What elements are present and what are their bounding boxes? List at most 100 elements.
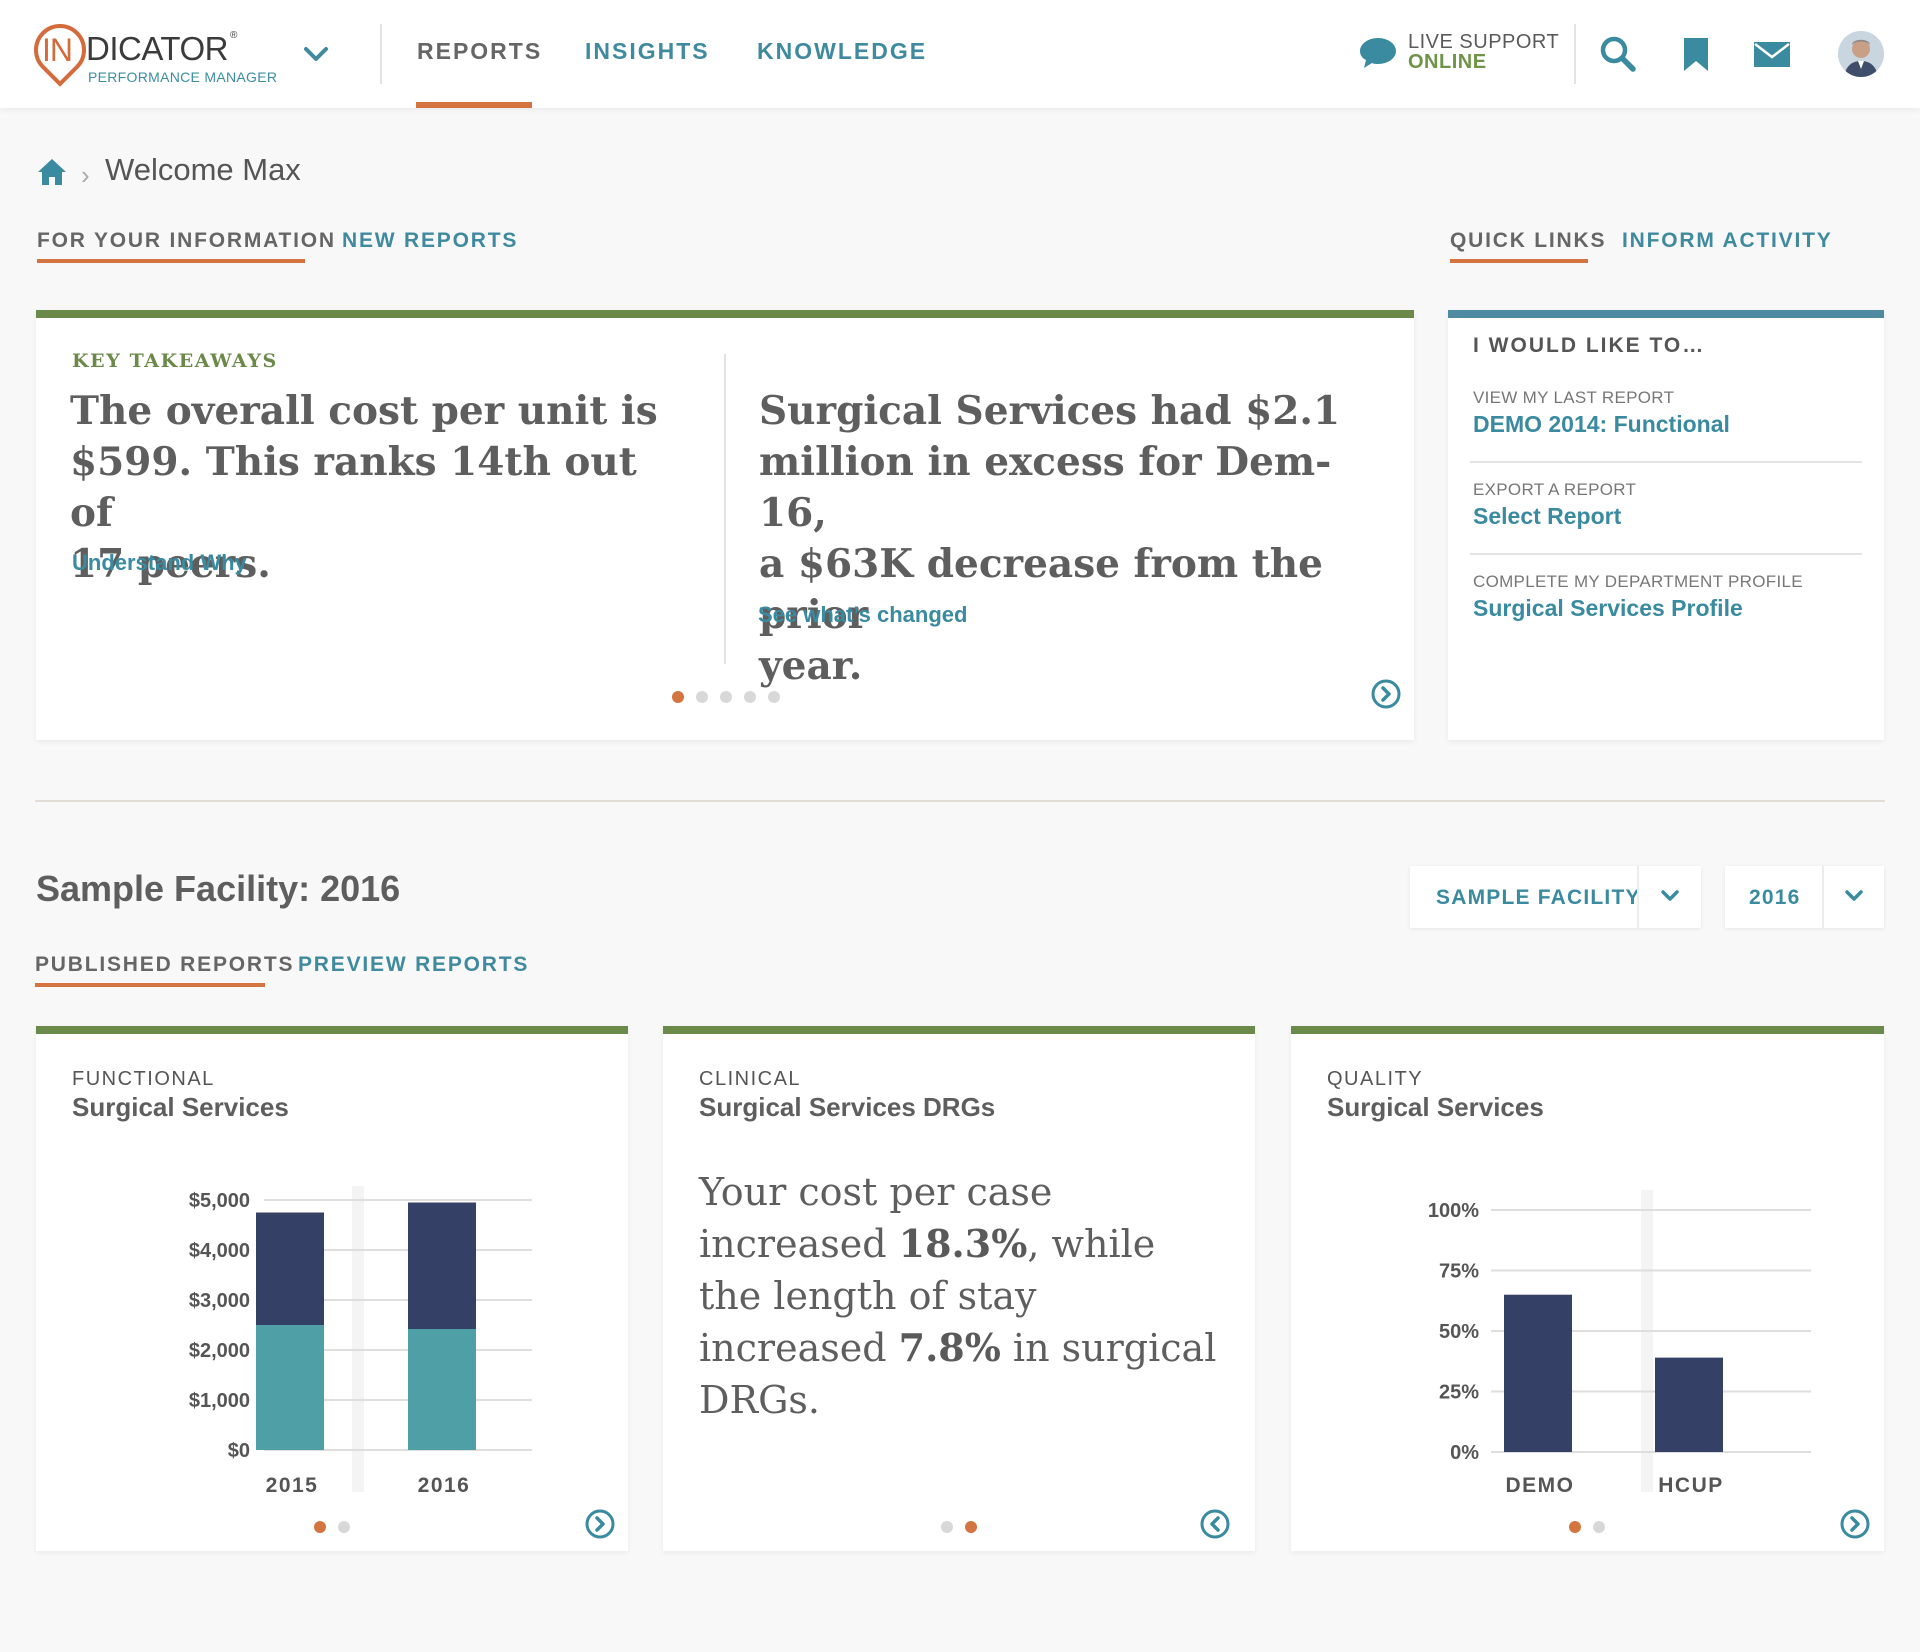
- report-category: FUNCTIONAL: [72, 1068, 215, 1090]
- next-arrow-icon[interactable]: [1839, 1508, 1871, 1540]
- carousel-dot[interactable]: [672, 691, 684, 703]
- carousel-dot[interactable]: [965, 1521, 977, 1533]
- top-bar: IN DICATOR ® PERFORMANCE MANAGER REPORTS …: [0, 0, 1920, 108]
- tab-preview-reports[interactable]: PREVIEW REPORTS: [298, 953, 530, 976]
- chat-icon[interactable]: [1358, 36, 1398, 70]
- carousel-dot[interactable]: [1593, 1521, 1605, 1533]
- year-select[interactable]: 2016: [1725, 866, 1884, 928]
- tab-inform-activity[interactable]: INFORM ACTIVITY: [1622, 229, 1833, 252]
- x-tick-label: DEMO: [1506, 1474, 1575, 1497]
- carousel-dot[interactable]: [768, 691, 780, 703]
- carousel-dot[interactable]: [1569, 1521, 1581, 1533]
- carousel-dots: [941, 1520, 989, 1534]
- quick-link-label: COMPLETE MY DEPARTMENT PROFILE: [1473, 572, 1803, 591]
- card-accent-bar: [36, 1026, 628, 1034]
- quick-link-label: VIEW MY LAST REPORT: [1473, 388, 1675, 407]
- header-divider: [1574, 24, 1576, 84]
- clinical-summary-text: Your cost per case increased 18.3%, whil…: [699, 1170, 1217, 1422]
- breadcrumb-separator-icon: ›: [81, 160, 90, 190]
- tab-new-reports[interactable]: NEW REPORTS: [342, 229, 519, 252]
- nav-reports[interactable]: REPORTS: [417, 38, 543, 64]
- carousel-dots: [672, 690, 792, 704]
- takeaway-divider: [724, 354, 726, 664]
- quality-bar-chart: 100% 75% 50% 25% 0% DEMO HCUP: [1428, 1190, 1811, 1497]
- report-title: Surgical Services: [72, 1092, 289, 1122]
- y-tick-label: 100%: [1428, 1200, 1479, 1222]
- carousel-dot[interactable]: [338, 1521, 350, 1533]
- key-takeaways-label: KEY TAKEAWAYS: [72, 350, 278, 372]
- next-arrow-icon[interactable]: [584, 1508, 616, 1540]
- carousel-dot[interactable]: [314, 1521, 326, 1533]
- x-tick-label: 2016: [418, 1474, 471, 1497]
- x-tick-label: HCUP: [1658, 1474, 1724, 1497]
- tab-for-your-information[interactable]: FOR YOUR INFORMATION: [37, 229, 336, 252]
- logo-mark: IN: [42, 32, 73, 68]
- chart-column-divider: [1641, 1190, 1653, 1492]
- y-tick-label: 50%: [1439, 1321, 1479, 1343]
- y-tick-label: 75%: [1439, 1261, 1479, 1283]
- home-icon[interactable]: [36, 156, 68, 188]
- divider: [1470, 461, 1862, 463]
- nav-knowledge[interactable]: KNOWLEDGE: [757, 38, 928, 64]
- chevron-down-icon[interactable]: [302, 40, 330, 68]
- card-accent-bar: [36, 310, 1414, 318]
- quick-links-heading: I WOULD LIKE TO…: [1473, 334, 1706, 357]
- user-avatar-icon: [1838, 31, 1884, 77]
- tab-quick-links[interactable]: QUICK LINKS: [1450, 229, 1607, 252]
- mail-icon[interactable]: [1752, 34, 1792, 74]
- facility-select[interactable]: SAMPLE FACILITY: [1410, 866, 1701, 928]
- logo-subtitle: PERFORMANCE MANAGER: [88, 69, 278, 85]
- bar-segment: [256, 1325, 324, 1450]
- nav-insights[interactable]: INSIGHTS: [585, 38, 710, 64]
- understand-why-link[interactable]: Understand Why: [72, 550, 247, 575]
- tab-active-indicator: [35, 983, 265, 987]
- quick-link-select-report[interactable]: Select Report: [1473, 503, 1622, 529]
- select-divider: [1637, 866, 1639, 928]
- y-tick-label: $3,000: [189, 1290, 250, 1312]
- report-card-quality[interactable]: QUALITY Surgical Services 100% 75% 50% 25% 0…: [1291, 1026, 1884, 1551]
- prev-arrow-icon[interactable]: [1199, 1508, 1231, 1540]
- report-card-clinical[interactable]: CLINICAL Surgical Services DRGs Your cos…: [663, 1026, 1255, 1551]
- carousel-dots: [314, 1520, 362, 1534]
- bar: [1504, 1294, 1572, 1452]
- y-tick-label: $0: [228, 1440, 250, 1462]
- chevron-down-icon[interactable]: [1658, 884, 1682, 908]
- avatar[interactable]: [1838, 31, 1884, 77]
- indicator-logo[interactable]: IN DICATOR ® PERFORMANCE MANAGER: [23, 13, 278, 87]
- year-select-value: 2016: [1749, 886, 1801, 909]
- y-tick-label: $1,000: [189, 1390, 250, 1412]
- carousel-dots: [1569, 1520, 1617, 1534]
- carousel-dot[interactable]: [941, 1521, 953, 1533]
- carousel-dot[interactable]: [744, 691, 756, 703]
- bar-segment: [408, 1202, 476, 1329]
- search-icon[interactable]: [1598, 34, 1638, 74]
- bookmark-icon[interactable]: [1676, 34, 1716, 74]
- select-divider: [1822, 866, 1824, 928]
- y-tick-label: $4,000: [189, 1240, 250, 1262]
- next-arrow-icon[interactable]: [1370, 678, 1402, 710]
- bar-segment: [256, 1212, 324, 1325]
- see-whats-changed-link[interactable]: See what’s changed: [758, 602, 968, 627]
- page-title: Welcome Max: [105, 152, 301, 187]
- quick-link-last-report[interactable]: DEMO 2014: Functional: [1473, 411, 1730, 437]
- takeaway-left-text: The overall cost per unit is $599. This …: [70, 388, 658, 587]
- card-accent-bar: [663, 1026, 1255, 1034]
- live-support-label[interactable]: LIVE SUPPORT: [1408, 31, 1560, 53]
- bar: [1655, 1357, 1723, 1452]
- y-tick-label: 0%: [1450, 1442, 1479, 1464]
- takeaway-right-text: Surgical Services had $2.1 million in ex…: [759, 388, 1341, 689]
- y-tick-label: $2,000: [189, 1340, 250, 1362]
- chart-column-divider: [352, 1186, 364, 1492]
- carousel-dot[interactable]: [720, 691, 732, 703]
- section-divider: [35, 800, 1885, 802]
- quick-link-department-profile[interactable]: Surgical Services Profile: [1473, 595, 1743, 621]
- report-category: QUALITY: [1327, 1068, 1424, 1090]
- chevron-down-icon[interactable]: [1842, 884, 1866, 908]
- key-takeaways-card: KEY TAKEAWAYS The overall cost per unit …: [36, 310, 1414, 740]
- tab-published-reports[interactable]: PUBLISHED REPORTS: [35, 953, 295, 976]
- carousel-dot[interactable]: [696, 691, 708, 703]
- facility-select-value: SAMPLE FACILITY: [1436, 886, 1641, 909]
- quick-link-label: EXPORT A REPORT: [1473, 480, 1637, 499]
- report-card-functional[interactable]: FUNCTIONAL Surgical Services $5,000 $4,00…: [36, 1026, 628, 1551]
- functional-stacked-bar-chart: $5,000 $4,000 $3,000 $2,000 $1,000 $0 2015 2016: [189, 1186, 532, 1497]
